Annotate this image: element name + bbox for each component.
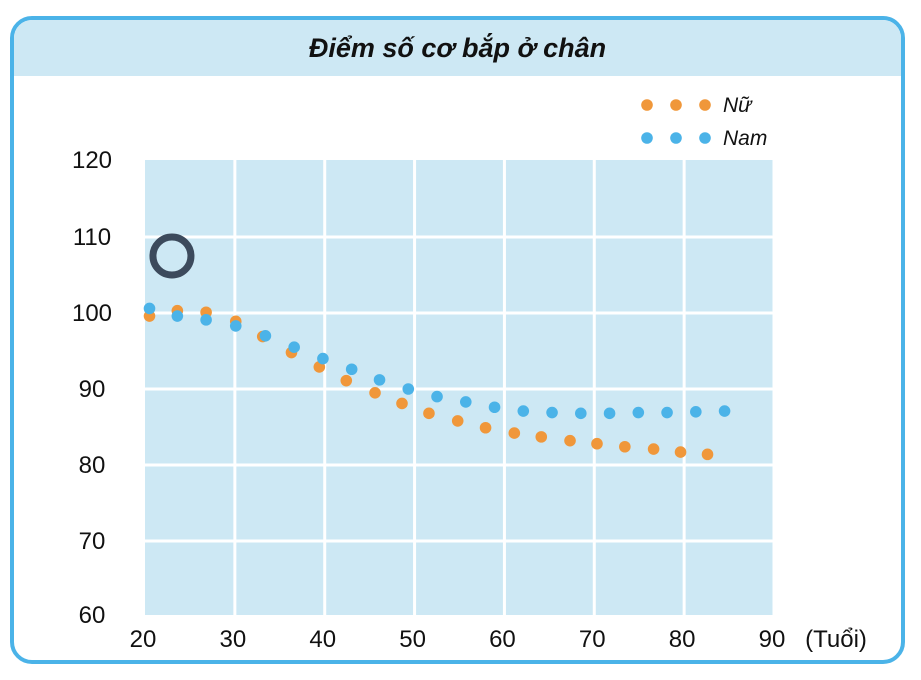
x-tick-label: 90 [759, 626, 786, 653]
data-point-nam [171, 310, 184, 322]
x-tick-label: 40 [309, 626, 336, 653]
data-point-nam [259, 330, 272, 342]
data-point-nu [451, 415, 464, 427]
data-point-nam [718, 405, 731, 417]
data-point-nam [200, 314, 212, 326]
annotations [149, 233, 195, 279]
chart-title: Điểm số cơ bắp ở chân [308, 32, 607, 63]
data-point-nu [619, 440, 631, 453]
data-point-nam [546, 406, 558, 419]
y-tick-label: 120 [72, 147, 112, 174]
data-point-nu [535, 431, 548, 443]
data-point-nam [603, 407, 616, 420]
title-bar: Điểm số cơ bắp ở chân [14, 20, 901, 76]
legend-marker [641, 99, 653, 111]
data-point-nam [632, 406, 645, 419]
data-point-nam [143, 302, 156, 315]
x-tick-label: 50 [399, 626, 426, 653]
y-axis-ticks: 60 70 80 90 100 110 120 [72, 147, 112, 629]
y-tick-label: 100 [72, 300, 112, 327]
x-axis-label: (Tuổi) [805, 626, 867, 653]
data-point-nu [396, 397, 408, 410]
x-tick-label: 70 [579, 626, 606, 653]
legend-marker [670, 132, 682, 144]
y-tick-label: 110 [73, 224, 111, 251]
x-tick-label: 30 [220, 626, 247, 653]
data-point-nam [488, 401, 501, 414]
legend: Nữ Nam [641, 94, 767, 150]
data-point-nam [661, 406, 673, 419]
data-point-nam [575, 407, 587, 420]
data-point-nu [508, 427, 521, 439]
data-point-nam [459, 396, 472, 408]
data-points [143, 302, 731, 461]
data-point-nam [402, 383, 415, 395]
x-tick-label: 20 [130, 626, 157, 653]
grid-lines [145, 160, 776, 615]
data-point-nam [431, 390, 443, 403]
data-point-nam [288, 341, 300, 354]
legend-label-nu: Nữ [723, 94, 753, 117]
data-point-nam [229, 320, 242, 332]
legend-marker [699, 132, 711, 144]
legend-label-nam: Nam [723, 127, 767, 150]
ring-marker-icon [149, 233, 195, 279]
y-tick-label: 90 [79, 376, 106, 403]
data-point-nu [423, 407, 435, 420]
data-point-nam [517, 405, 530, 417]
data-point-nu [369, 387, 381, 399]
data-point-nu [701, 448, 714, 461]
x-tick-label: 80 [669, 626, 696, 653]
y-tick-label: 80 [79, 452, 106, 479]
data-point-nu [479, 421, 492, 434]
legend-marker [699, 99, 711, 111]
data-point-nam [690, 406, 702, 418]
data-point-nu [674, 446, 687, 458]
data-point-nam [345, 363, 358, 376]
y-tick-label: 70 [79, 528, 106, 555]
legend-marker [670, 99, 682, 111]
data-point-nu [591, 437, 603, 450]
data-point-nam [317, 352, 329, 365]
data-point-nam [373, 374, 386, 386]
legend-marker [641, 132, 653, 144]
data-point-nu [564, 434, 576, 447]
data-point-nu [340, 374, 353, 387]
x-axis-ticks: 20 30 40 50 60 70 80 90 [130, 626, 786, 653]
x-tick-label: 60 [489, 626, 516, 653]
data-point-nu [647, 443, 660, 455]
y-tick-label: 60 [79, 602, 106, 629]
